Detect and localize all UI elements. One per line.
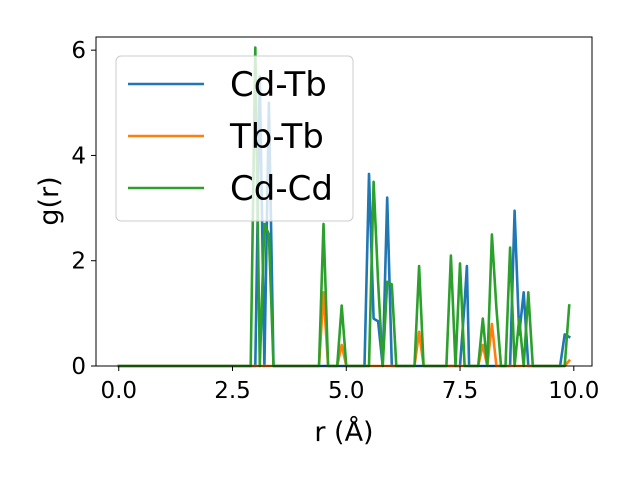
x-axis-label: r (Å) [314, 416, 373, 448]
legend-label-cd-tb: Cd-Tb [230, 65, 327, 105]
y-axis-label: g(r) [34, 176, 65, 225]
y-tick-label: 0 [71, 354, 86, 380]
x-axis: 0.0 2.5 5.0 7.5 10.0 [100, 366, 599, 404]
x-tick-label: 5.0 [328, 378, 365, 404]
y-tick-label: 4 [71, 143, 86, 169]
legend-label-tb-tb: Tb-Tb [229, 117, 324, 157]
x-tick-label: 0.0 [100, 378, 137, 404]
legend-box [115, 55, 354, 222]
x-tick-label: 2.5 [214, 378, 251, 404]
x-tick-label: 7.5 [442, 378, 479, 404]
x-tick-label: 10.0 [548, 378, 599, 404]
y-axis: 0 2 4 6 [71, 38, 96, 380]
y-tick-label: 2 [71, 249, 86, 275]
legend-label-cd-cd: Cd-Cd [230, 169, 333, 209]
y-tick-label: 6 [71, 38, 86, 64]
plot-frame [95, 36, 593, 367]
legend: Cd-Tb Tb-Tb Cd-Cd [115, 55, 354, 222]
